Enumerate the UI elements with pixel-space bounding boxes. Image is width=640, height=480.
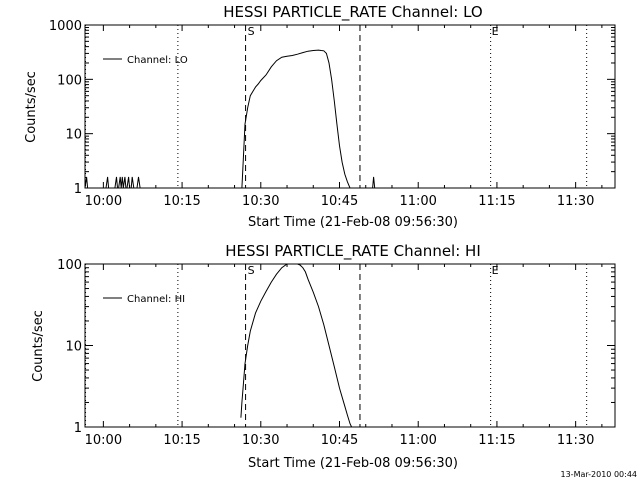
marker-s-hi: S: [248, 264, 255, 277]
marker-e-lo: E: [492, 25, 499, 38]
y-tick-label-lo-3: 1000: [49, 19, 82, 34]
x-axis-label-hi: Start Time (21-Feb-08 09:56:30): [248, 456, 458, 471]
plot-frame-lo: [84, 24, 616, 189]
legend-label-hi: Channel: HI: [127, 294, 185, 305]
series-line-hi: [240, 263, 353, 428]
marker-lines-hi: [85, 264, 588, 427]
chart-title-lo: HESSI PARTICLE_RATE Channel: LO: [223, 3, 482, 22]
x-tick-label-hi-5: 11:15: [478, 433, 515, 448]
axis-ticks-hi: [85, 263, 615, 428]
y-tick-label-hi-2: 100: [57, 258, 82, 273]
panel-hi: HESSI PARTICLE_RATE Channel: HI 1 10 100 1…: [31, 242, 616, 471]
y-tick-labels-lo: 1 10 100 1000: [49, 19, 82, 197]
x-tick-label-lo-0: 10:00: [85, 194, 122, 209]
x-axis-label-lo: Start Time (21-Feb-08 09:56:30): [248, 215, 458, 230]
x-tick-label-hi-1: 10:15: [163, 433, 200, 448]
x-tick-label-lo-2: 10:30: [242, 194, 279, 209]
x-tick-label-lo-6: 11:30: [557, 194, 594, 209]
plot-frame-hi: [84, 263, 616, 428]
panel-lo: HESSI PARTICLE_RATE Channel: LO 1 10 100 10…: [24, 3, 616, 230]
x-tick-label-lo-3: 10:45: [321, 194, 358, 209]
x-tick-label-hi-2: 10:30: [242, 433, 279, 448]
x-tick-label-lo-1: 10:15: [163, 194, 200, 209]
y-tick-label-hi-1: 10: [65, 340, 82, 355]
chart-title-hi: HESSI PARTICLE_RATE Channel: HI: [225, 242, 481, 261]
marker-e-hi: E: [492, 264, 499, 277]
y-tick-label-lo-0: 1: [74, 182, 82, 197]
y-axis-label-lo: Counts/sec: [24, 71, 39, 143]
y-axis-label-hi: Counts/sec: [31, 310, 46, 382]
x-tick-label-hi-3: 10:45: [321, 433, 358, 448]
y-tick-labels-hi: 1 10 100: [57, 258, 82, 436]
x-tick-labels-lo: 10:00 10:15 10:30 10:45 11:00 11:15 11:30: [85, 194, 595, 209]
x-tick-label-lo-4: 11:00: [399, 194, 436, 209]
series-line-lo: [84, 49, 377, 189]
x-tick-labels-hi: 10:00 10:15 10:30 10:45 11:00 11:15 11:30: [85, 433, 595, 448]
y-tick-label-lo-2: 100: [57, 73, 82, 88]
timestamp-footer: 13-Mar-2010 00:44: [561, 470, 638, 479]
x-tick-label-lo-5: 11:15: [478, 194, 515, 209]
marker-lines-lo: [85, 25, 588, 188]
y-tick-label-hi-0: 1: [74, 421, 82, 436]
axis-ticks-lo: [85, 24, 615, 189]
x-tick-label-hi-6: 11:30: [557, 433, 594, 448]
x-tick-label-hi-4: 11:00: [399, 433, 436, 448]
x-tick-label-hi-0: 10:00: [85, 433, 122, 448]
y-tick-label-lo-1: 10: [65, 128, 82, 143]
legend-label-lo: Channel: LO: [127, 55, 188, 66]
marker-s-lo: S: [248, 25, 255, 38]
